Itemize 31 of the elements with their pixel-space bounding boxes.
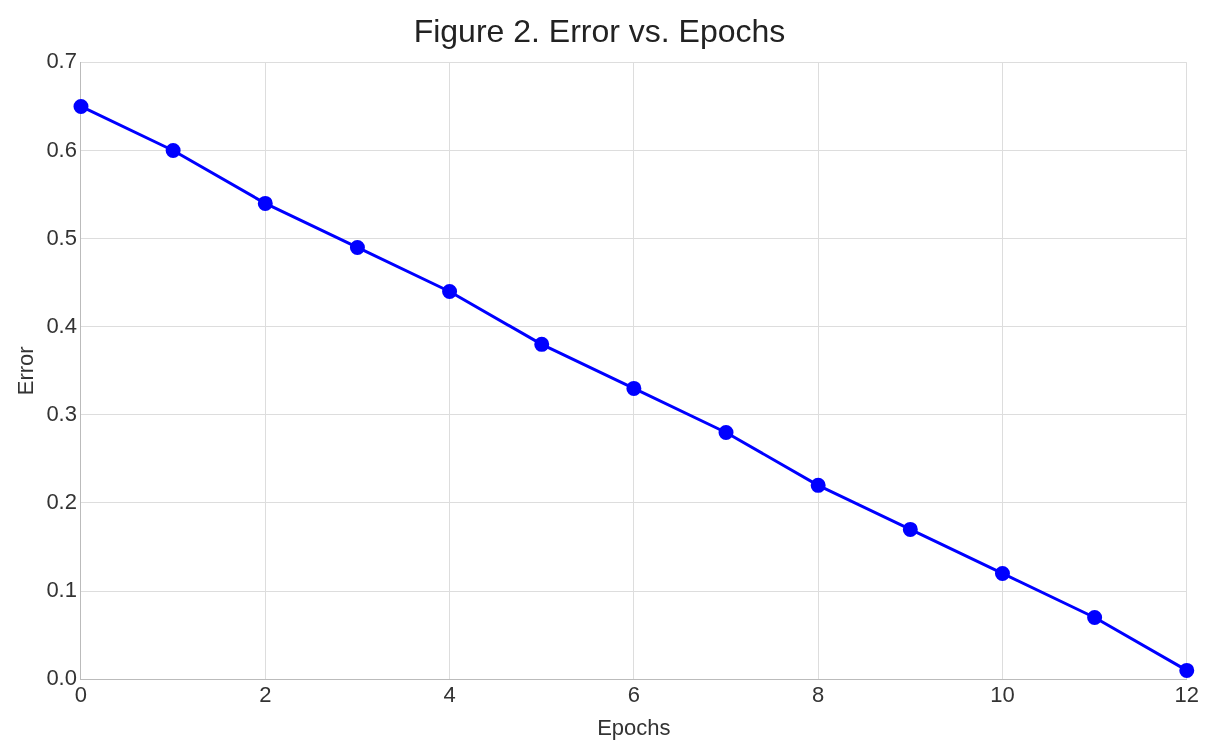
point [1179,662,1195,678]
point [73,98,89,114]
x-tick-label: 6 [627,682,640,708]
x-tick-label: 4 [443,682,456,708]
point [257,195,273,211]
y-axis-title: Error [13,346,39,396]
y-tick-label: 0.0 [46,665,77,691]
point [534,336,550,352]
y-tick-label: 0.1 [46,577,77,603]
point [626,380,642,396]
y-tick-label: 0.3 [46,400,77,426]
point [902,521,918,537]
x-tick-label: 12 [1174,682,1200,708]
x-tick-label: 0 [74,682,88,708]
x-tick-label: 2 [259,682,272,708]
x-axis-title: Epochs [597,714,671,740]
y-tick-label: 0.5 [46,224,77,250]
point [1087,610,1103,626]
point [994,565,1010,581]
point [349,239,365,255]
y-tick-label: 0.6 [46,136,77,162]
point [718,424,734,440]
chart-title: Figure 2. Error vs. Epochs [413,13,786,50]
y-tick-label: 0.7 [46,48,77,74]
y-tick-label: 0.2 [46,489,77,515]
point [165,143,181,159]
point [442,284,458,299]
y-tick-label: 0.4 [46,312,77,338]
x-tick-label: 8 [812,682,825,708]
x-tick-label: 10 [990,682,1015,708]
point [810,477,826,493]
